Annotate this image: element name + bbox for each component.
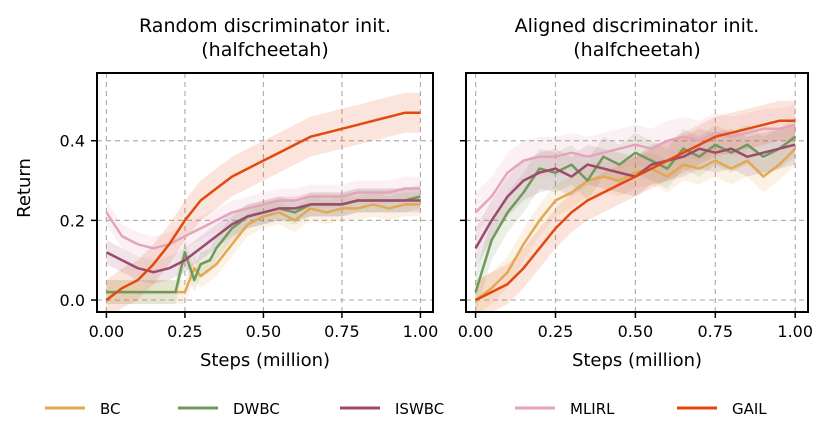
right-xtick-label-2: 0.50 (618, 322, 654, 341)
legend-item-iswbc: ISWBC (340, 400, 444, 418)
right-line-bc (474, 147, 797, 302)
right-plot-area: 0.00 0.25 0.50 0.75 1.00 (458, 72, 813, 341)
legend-item-bc: BC (45, 400, 121, 418)
legend-label-dwbc: DWBC (233, 400, 280, 418)
right-xtick-label-4: 1.00 (777, 322, 813, 341)
right-panel: Aligned discriminator init. (halfcheetah… (458, 15, 813, 371)
left-line-iswbc (105, 199, 421, 274)
left-xtick-label-1: 0.25 (167, 322, 203, 341)
right-line-mlirl (474, 123, 796, 214)
left-xtick-label-3: 0.75 (324, 322, 360, 341)
left-ytick-label-1: 0.2 (60, 211, 85, 230)
right-title-line2: (halfcheetah) (573, 39, 700, 61)
left-xtick-label-0: 0.00 (89, 322, 125, 341)
left-plot-area: 0.00 0.25 0.50 0.75 1.00 0.0 0.2 0.4 (60, 72, 439, 341)
left-band-dwbc (106, 184, 421, 304)
right-series-group (474, 100, 797, 312)
legend-label-bc: BC (100, 400, 121, 418)
left-xlabel: Steps (million) (200, 350, 330, 371)
left-ytick-label-0: 0.0 (60, 291, 85, 310)
right-line-gail (475, 119, 796, 302)
legend-label-mlirl: MLIRL (570, 400, 615, 418)
right-band-dwbc (475, 116, 796, 312)
left-title-line1: Random discriminator init. (139, 15, 391, 37)
right-line-dwbc (474, 135, 796, 293)
right-xtick-label-0: 0.00 (458, 322, 494, 341)
legend-item-gail: GAIL (677, 400, 767, 418)
legend-label-gail: GAIL (732, 400, 767, 418)
left-panel: Random discriminator init. (halfcheetah)… (14, 15, 438, 371)
left-title-line2: (halfcheetah) (201, 39, 328, 61)
left-axes-frame (96, 72, 434, 313)
left-line-mlirl (105, 187, 421, 250)
right-xtick-label-3: 0.75 (697, 322, 733, 341)
right-xtick-label-1: 0.25 (538, 322, 574, 341)
right-axes-frame (465, 72, 809, 313)
right-xlabel: Steps (million) (572, 350, 702, 371)
right-title-line1: Aligned discriminator init. (515, 15, 760, 37)
left-xtick-label-2: 0.50 (246, 322, 282, 341)
left-ytick-label-2: 0.4 (60, 132, 85, 151)
left-ylabel: Return (14, 158, 35, 218)
legend-label-iswbc: ISWBC (395, 400, 444, 418)
left-line-gail (105, 111, 421, 302)
left-xtick-label-4: 1.00 (403, 322, 439, 341)
legend: BC DWBC ISWBC MLIRL GAIL (45, 400, 767, 418)
legend-item-dwbc: DWBC (178, 400, 280, 418)
legend-item-mlirl: MLIRL (515, 400, 615, 418)
left-band-gail (106, 92, 421, 312)
left-series-group (105, 92, 421, 312)
left-band-bc (106, 192, 421, 304)
